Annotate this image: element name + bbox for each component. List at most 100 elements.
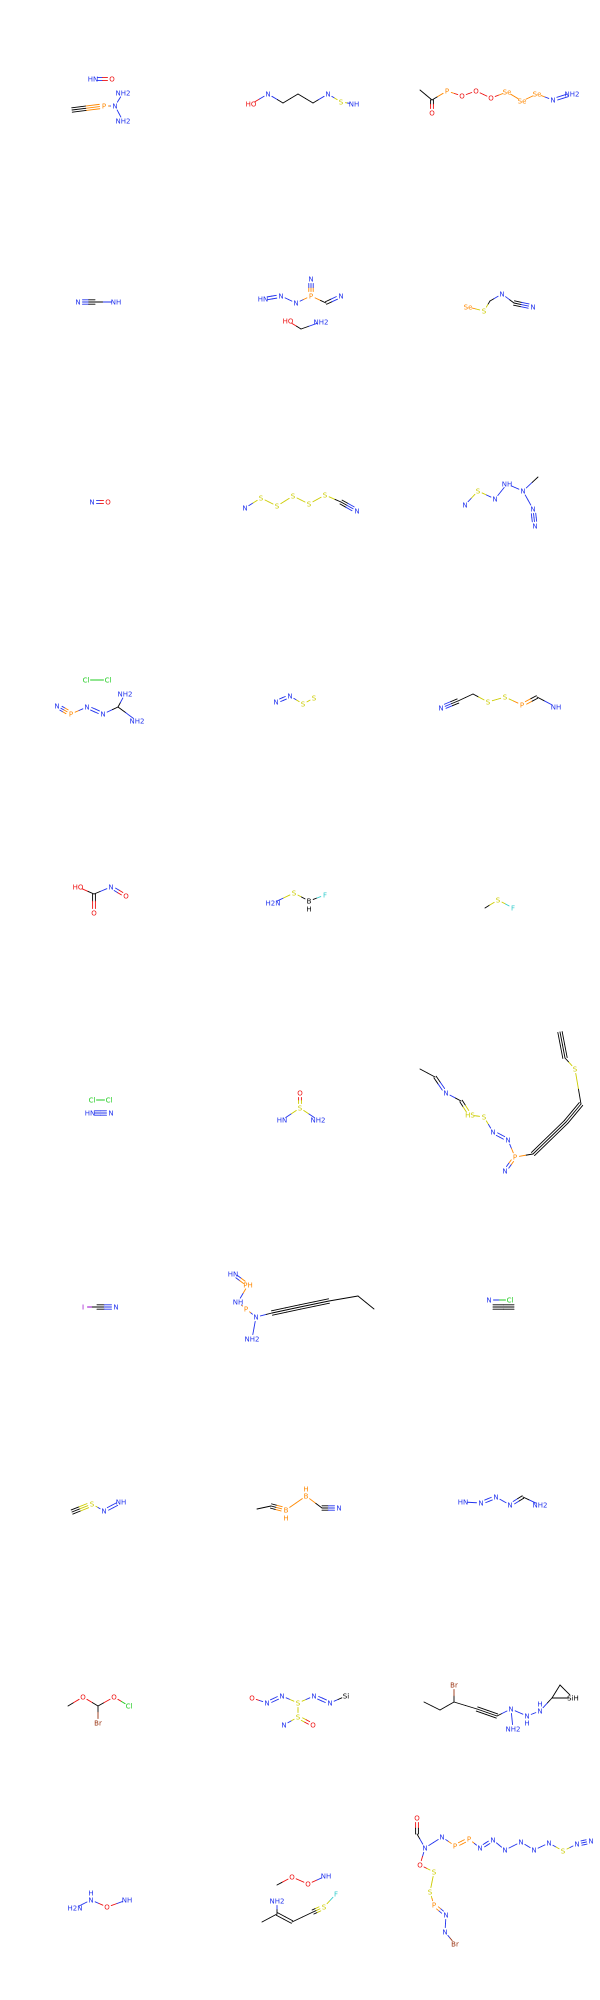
bond-line [284, 1916, 294, 1922]
bond-line [291, 322, 297, 327]
bond-line [302, 1717, 307, 1721]
bond-line [315, 1906, 320, 1909]
atom-label: SiH [567, 1695, 579, 1703]
bond-line [331, 95, 335, 99]
mol-2-2: HN N N P N N HO NH2 [258, 276, 344, 330]
bond-line [508, 1159, 512, 1164]
atom-label: NH2 [506, 1726, 521, 1734]
bond-line [563, 1111, 573, 1122]
atom-label: P [467, 1836, 471, 1844]
atom-label: H [283, 1515, 288, 1523]
atom-label: N [112, 103, 117, 111]
bond-line [513, 304, 522, 308]
bond-line [72, 1510, 82, 1515]
bond-line [339, 503, 347, 508]
atom-label: F [511, 905, 515, 913]
bond-line [562, 96, 569, 99]
atom-label: O [80, 1694, 86, 1702]
bond-line [314, 297, 321, 301]
bond-line [309, 1498, 317, 1504]
atom-label: N [520, 488, 525, 496]
bond-line [465, 693, 474, 698]
bond-line [276, 99, 284, 104]
bond-line [465, 1104, 470, 1111]
atom-label: P [445, 88, 449, 96]
bond-line [561, 1031, 566, 1046]
bond-line [271, 294, 277, 297]
bond-line [240, 1277, 246, 1282]
bond-line [419, 89, 427, 96]
bond-line [483, 94, 488, 97]
bond-line [559, 1031, 563, 1046]
bond-line [512, 1843, 518, 1847]
bond-line [326, 301, 333, 305]
bond-line [299, 1303, 315, 1308]
bond-line [117, 702, 121, 708]
bond-line [529, 95, 534, 98]
bond-line [79, 1505, 89, 1510]
bond-line [509, 1143, 512, 1149]
bond-line [90, 709, 95, 713]
bond-line [255, 1698, 260, 1701]
atom-label: N [327, 1700, 332, 1708]
bond-line [517, 1495, 523, 1500]
atom-label: S [298, 1105, 303, 1113]
bond-line [525, 482, 533, 489]
bond-line [272, 1311, 287, 1316]
bond-line [276, 897, 284, 902]
atom-label: O [429, 110, 435, 118]
bond-line [271, 95, 278, 101]
bond-line [288, 299, 293, 302]
bond-line [500, 1134, 506, 1138]
bond-line [559, 1684, 566, 1691]
atom-label: N [462, 502, 467, 510]
bond-line [566, 1847, 571, 1850]
bond-line [506, 1162, 510, 1167]
bond-line [495, 1134, 501, 1138]
bond-line [117, 1698, 122, 1702]
bond-line [312, 499, 318, 503]
bond-line [562, 1044, 566, 1059]
bond-line [439, 1705, 448, 1711]
bond-line [254, 98, 260, 103]
bond-line [575, 1072, 579, 1090]
atom-label: O [249, 1695, 255, 1703]
mol-10-2: O O NH NH2 SF [261, 1873, 338, 1924]
bond-line [290, 93, 299, 99]
mol-4-3: N S S P NH [438, 694, 561, 713]
atom-label: N [422, 1845, 427, 1853]
bond-line [268, 501, 274, 505]
atom-label: N [293, 300, 298, 308]
bond-line [343, 1295, 359, 1299]
bond-line [111, 1502, 117, 1506]
bond-line [110, 1903, 118, 1906]
bond-line [437, 92, 444, 98]
bond-line [460, 1839, 465, 1842]
bond-line [443, 701, 452, 705]
bond-line [265, 1312, 273, 1315]
bond-line [61, 705, 66, 709]
bond-line [484, 1498, 489, 1501]
bond-line [531, 476, 539, 483]
bond-line [320, 1700, 326, 1703]
bond-line [112, 1504, 119, 1509]
atom-label: H2N [68, 1905, 83, 1913]
bond-line [422, 1851, 425, 1857]
bond-line [485, 1120, 489, 1125]
atom-label: N [279, 1693, 284, 1701]
bond-line [326, 1900, 331, 1905]
atom-label: Cl [105, 677, 112, 685]
bond-line [60, 707, 65, 711]
bond-line [117, 892, 122, 896]
atom-label: NH2 [565, 91, 580, 99]
atom-label: S [432, 1869, 437, 1877]
bond-line [271, 1309, 287, 1314]
atom-label: O [289, 1874, 295, 1882]
atom-label: O [414, 1815, 420, 1823]
atom-label: S [296, 1714, 301, 1722]
bond-line [584, 1843, 588, 1846]
atom-label: N [88, 1897, 93, 1905]
atom-label: Se [533, 91, 542, 99]
